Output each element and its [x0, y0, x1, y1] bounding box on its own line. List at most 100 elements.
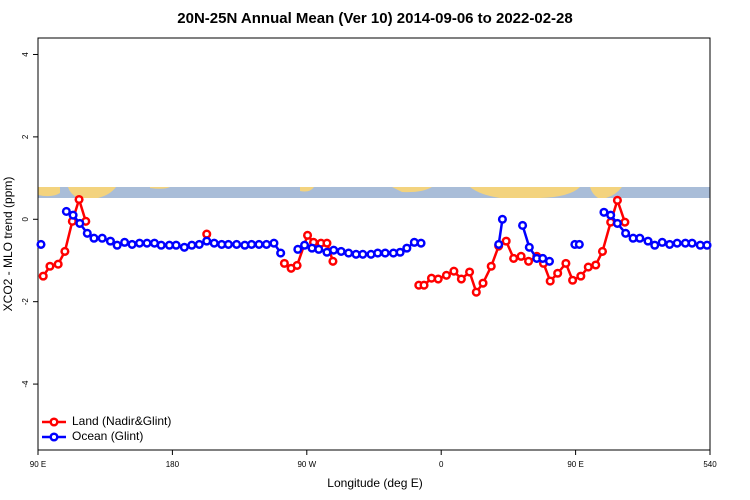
data-point [518, 220, 528, 231]
data-point [171, 240, 181, 250]
data-point [561, 258, 571, 268]
data-point [576, 271, 586, 281]
data-point [314, 244, 324, 254]
data-point [53, 259, 63, 269]
data-point [516, 251, 526, 261]
legend-marker [49, 417, 59, 427]
y-axis-label: XCO2 - MLO trend (ppm) [1, 177, 15, 312]
data-point [465, 267, 475, 277]
data-point [606, 210, 616, 220]
data-point [395, 247, 405, 257]
data-point [45, 261, 55, 271]
legend-label: Ocean (Glint) [72, 429, 143, 443]
data-point [261, 239, 272, 249]
data-point [61, 206, 71, 217]
data-point [75, 218, 85, 228]
data-point [373, 248, 383, 258]
data-point [478, 278, 488, 288]
data-point [328, 256, 338, 266]
data-point [187, 240, 197, 250]
data-point [89, 233, 99, 243]
data-point [358, 249, 368, 259]
data-point [120, 237, 130, 247]
data-point [127, 239, 137, 249]
data-point [223, 239, 233, 249]
data-point [246, 239, 257, 249]
data-point [293, 244, 303, 254]
chart-title: 20N-25N Annual Mean (Ver 10) 2014-09-06 … [177, 10, 572, 27]
data-point [657, 237, 667, 247]
data-point [179, 242, 189, 252]
data-point [416, 238, 426, 248]
data-point [433, 274, 443, 284]
x-tick-label: 180 [166, 460, 180, 469]
y-tick-label: 0 [21, 217, 30, 222]
data-point [635, 233, 645, 243]
data-point [509, 253, 519, 263]
legend-label: Land (Nadir&Glint) [72, 414, 171, 428]
y-tick-label: -4 [21, 380, 30, 388]
data-point [553, 268, 563, 278]
data-point [329, 245, 339, 255]
data-point [142, 238, 152, 248]
data-point [156, 240, 166, 250]
data-point [254, 239, 264, 249]
data-point [494, 239, 504, 249]
data-point [276, 248, 286, 258]
data-point [568, 275, 578, 285]
data-point [380, 248, 390, 258]
map-strip [38, 187, 710, 198]
data-point [672, 238, 682, 248]
y-tick-label: -2 [21, 298, 30, 306]
data-point [612, 218, 622, 228]
data-point [68, 210, 78, 220]
data-point [82, 228, 92, 238]
data-point [302, 230, 313, 240]
data-point [336, 246, 346, 256]
data-point [209, 238, 219, 248]
data-point [471, 287, 481, 297]
data-point [232, 239, 242, 249]
data-point [344, 248, 354, 258]
data-point [456, 274, 466, 284]
data-point [441, 270, 451, 280]
data-point [322, 238, 332, 248]
y-tick-label: 2 [21, 134, 30, 139]
data-point [486, 261, 496, 271]
data-point [702, 240, 712, 250]
data-point [36, 239, 46, 249]
data-point [105, 236, 115, 246]
data-point [650, 240, 660, 250]
data-point [300, 240, 310, 250]
data-point [524, 256, 534, 266]
data-point [583, 262, 593, 272]
data-point [449, 266, 459, 276]
data-point [524, 242, 534, 252]
data-point [643, 236, 653, 246]
legend-marker [49, 432, 59, 442]
data-point [60, 246, 70, 256]
data-point [112, 240, 122, 250]
data-point [497, 214, 507, 224]
data-point [402, 243, 412, 253]
data-point [574, 239, 584, 249]
x-tick-label: 540 [703, 460, 717, 469]
data-point [194, 239, 204, 249]
data-point [279, 258, 289, 268]
x-tick-label: 90 E [30, 460, 46, 469]
data-point [419, 280, 429, 290]
data-point [269, 238, 279, 248]
x-axis-label: Longitude (deg E) [327, 476, 422, 490]
x-tick-label: 0 [439, 460, 444, 469]
data-point [665, 239, 675, 249]
x-tick-label: 90 E [567, 460, 583, 469]
data-point [545, 276, 555, 286]
data-point [202, 229, 212, 239]
data-point [134, 238, 145, 248]
data-point [74, 194, 84, 205]
data-point [621, 228, 631, 238]
y-tick-label: 4 [21, 52, 30, 57]
data-point [292, 260, 302, 270]
data-point [620, 217, 630, 227]
